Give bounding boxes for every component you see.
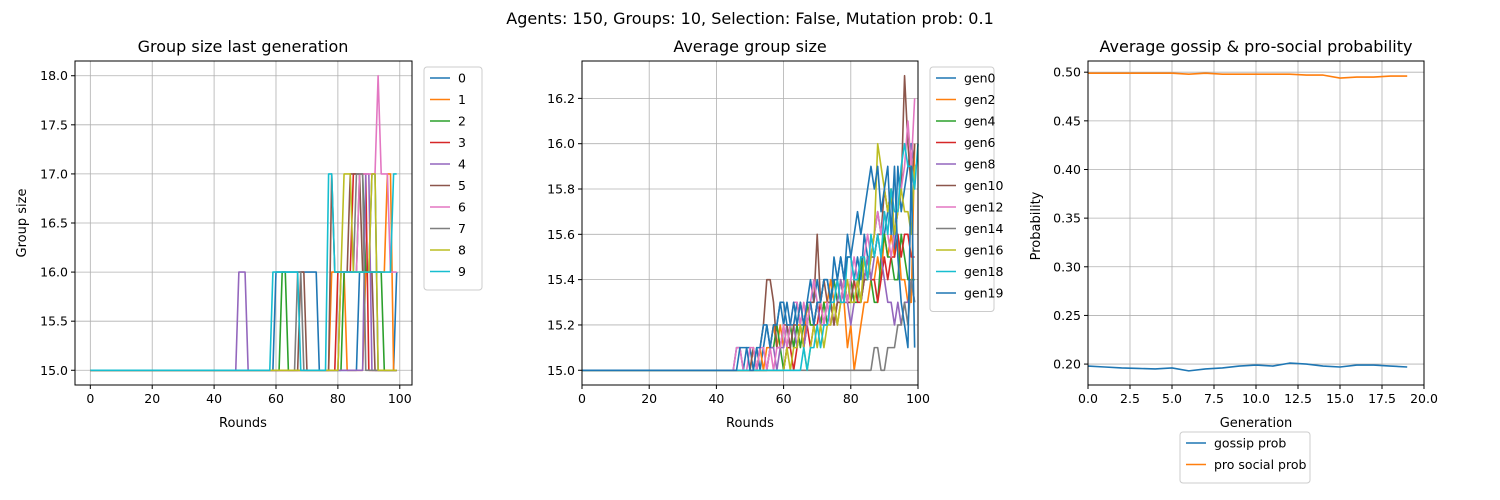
chart1-xtick-label-0: 0	[578, 391, 586, 406]
chart2-xtick-label-8: 20.0	[1410, 391, 1438, 406]
chart1-xtick-label-5: 100	[906, 391, 930, 406]
chart2-ytick-label-3: 0.35	[1053, 211, 1081, 226]
chart0-legend-label-2: 2	[458, 114, 466, 129]
chart2-ytick-label-5: 0.45	[1053, 113, 1081, 128]
chart0-ytick-label-1: 15.5	[40, 314, 68, 329]
chart2-legend-label-0: gossip prob	[1214, 436, 1286, 451]
chart2-xlabel: Generation	[1220, 416, 1293, 431]
chart2-ytick-label-6: 0.50	[1053, 65, 1081, 80]
chart1-title: Average group size	[673, 37, 826, 56]
chart0-xtick-label-2: 40	[206, 391, 222, 406]
chart1-xtick-label-3: 60	[776, 391, 792, 406]
chart0-xtick-label-4: 80	[330, 391, 346, 406]
chart1-xtick-label-4: 80	[843, 391, 859, 406]
chart0-ytick-label-5: 17.5	[40, 117, 68, 132]
chart2-ytick-label-1: 0.25	[1053, 308, 1081, 323]
chart1-xtick-label-2: 40	[708, 391, 724, 406]
chart0-legend-label-8: 8	[458, 243, 466, 258]
chart0-legend-label-7: 7	[458, 221, 466, 236]
chart0-ylabel: Group size	[15, 189, 30, 258]
chart0-series-9	[90, 173, 397, 372]
chart0-ytick-label-0: 15.0	[40, 363, 68, 378]
chart0-xtick-label-5: 100	[388, 391, 412, 406]
chart-average-group-size: Average group size Rounds 0 20 40 60 80 100 15…	[547, 37, 1003, 431]
chart1-legend-label-0: gen0	[964, 71, 996, 86]
chart0-legend	[423, 66, 483, 291]
chart1-frame	[581, 60, 919, 386]
chart0-legend-label-3: 3	[458, 135, 466, 150]
chart0-legend-label-4: 4	[458, 157, 466, 172]
chart-group-size-last-generation: Group size last generation Rounds Group …	[15, 37, 483, 431]
chart2-ytick-label-2: 0.30	[1053, 259, 1081, 274]
chart0-ytick-label-4: 17.0	[40, 166, 68, 181]
chart1-legend-label-4: gen8	[964, 157, 996, 172]
chart1-legend-label-3: gen6	[964, 135, 996, 150]
chart2-xtick-label-3: 7.5	[1204, 391, 1224, 406]
chart0-legend-label-6: 6	[458, 200, 466, 215]
chart2-series-gossip-prob	[1087, 362, 1408, 372]
chart1-legend-label-8: gen16	[964, 243, 1004, 258]
chart2-ytick-label-4: 0.40	[1053, 162, 1081, 177]
chart2-xtick-label-6: 15.0	[1326, 391, 1354, 406]
chart2-ytick-label-0: 0.20	[1053, 357, 1081, 372]
chart1-xlabel: Rounds	[726, 416, 774, 431]
chart1-legend-label-2: gen4	[964, 114, 996, 129]
figure-suptitle: Agents: 150, Groups: 10, Selection: Fals…	[506, 9, 994, 28]
chart0-legend-label-0: 0	[458, 71, 466, 86]
chart1-series-gen19	[582, 165, 916, 372]
chart2-xtick-label-2: 5.0	[1162, 391, 1182, 406]
chart2-title: Average gossip & pro-social probability	[1100, 37, 1413, 56]
chart1-ytick-label-1: 15.2	[547, 317, 575, 332]
chart1-xtick-label-1: 20	[641, 391, 657, 406]
chart1-legend-label-7: gen14	[964, 221, 1004, 236]
chart2-xtick-label-7: 17.5	[1368, 391, 1396, 406]
chart1-ytick-label-6: 16.2	[547, 91, 575, 106]
chart1-legend-label-5: gen10	[964, 178, 1004, 193]
chart2-xtick-label-4: 10.0	[1242, 391, 1270, 406]
chart1-legend-label-9: gen18	[964, 264, 1004, 279]
chart2-xtick-label-5: 12.5	[1284, 391, 1312, 406]
chart1-legend-label-1: gen2	[964, 92, 996, 107]
chart1-legend-label-6: gen12	[964, 200, 1003, 215]
chart-average-gossip-prosocial-probability: Average gossip & pro-social probability …	[1029, 37, 1438, 484]
chart1-ytick-label-5: 16.0	[547, 136, 575, 151]
chart2-ylabel: Probability	[1029, 191, 1044, 260]
chart2-xtick-label-0: 0.0	[1078, 391, 1098, 406]
chart2-legend	[1179, 431, 1311, 484]
chart0-legend-label-5: 5	[458, 178, 466, 193]
chart0-ytick-label-3: 16.5	[40, 216, 68, 231]
chart1-series-gen10	[582, 74, 916, 372]
chart1-ytick-label-0: 15.0	[547, 363, 575, 378]
chart0-xtick-label-1: 20	[144, 391, 160, 406]
chart2-xtick-label-1: 2.5	[1120, 391, 1140, 406]
chart1-ytick-label-3: 15.6	[547, 227, 575, 242]
chart1-ytick-label-2: 15.4	[547, 272, 575, 287]
chart1-legend-label-10: gen19	[964, 286, 1004, 301]
chart2-legend-label-1: pro social prob	[1214, 457, 1306, 472]
chart0-ytick-label-2: 16.0	[40, 265, 68, 280]
chart0-xlabel: Rounds	[219, 416, 267, 431]
chart0-legend-label-9: 9	[458, 264, 466, 279]
chart2-series-pro-social-prob	[1088, 72, 1408, 79]
chart0-title: Group size last generation	[138, 37, 349, 56]
chart0-legend-label-1: 1	[458, 92, 466, 107]
chart0-xtick-label-0: 0	[86, 391, 94, 406]
chart0-xtick-label-3: 60	[268, 391, 284, 406]
chart0-ytick-label-6: 18.0	[40, 68, 68, 83]
chart1-ytick-label-4: 15.8	[547, 182, 575, 197]
